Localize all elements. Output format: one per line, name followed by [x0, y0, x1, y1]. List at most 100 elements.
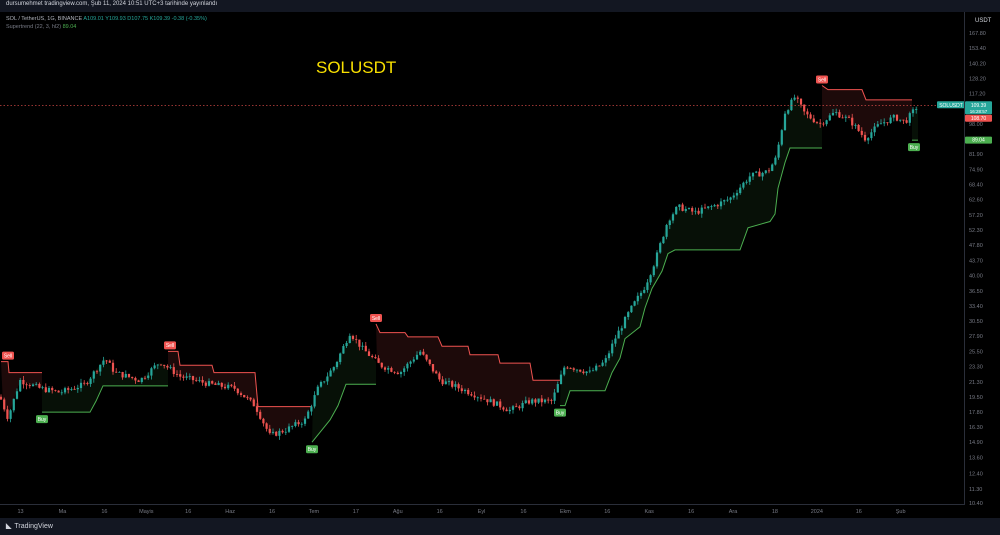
candle-body	[57, 390, 60, 393]
candle-body	[22, 379, 25, 385]
candle-body	[396, 372, 399, 375]
candle-body	[412, 359, 415, 362]
chart-legend: SOL / TetherUS, 1G, BINANCE A109.01 Y109…	[6, 15, 207, 31]
candle-body	[908, 113, 911, 123]
candle-body	[675, 206, 678, 215]
candle-body	[291, 426, 294, 427]
candle-body	[275, 431, 278, 436]
candle-body	[348, 336, 351, 343]
last-price-label: 109.39	[971, 103, 987, 109]
candle-body	[819, 122, 822, 124]
candle-body	[783, 113, 787, 131]
candle-body	[454, 384, 457, 387]
candle-body	[0, 396, 3, 400]
signal-label: Sell	[818, 77, 826, 83]
supertrend-fill	[376, 323, 560, 410]
candle-body	[70, 389, 73, 390]
candle-body	[831, 112, 835, 116]
time-tick-label: Haz	[225, 509, 235, 515]
candle-body	[521, 403, 524, 409]
candles	[0, 94, 918, 440]
candle-body	[793, 97, 796, 100]
candle-body	[787, 110, 790, 114]
time-tick-label: 16	[520, 509, 526, 515]
candle-body	[249, 397, 252, 400]
supertrend-down-line	[821, 85, 912, 101]
candle-body	[873, 126, 876, 133]
candle-body	[870, 132, 873, 139]
candle-body	[313, 395, 316, 407]
candle-body	[300, 423, 303, 425]
candle-body	[486, 399, 489, 403]
supertrend-fill	[822, 85, 912, 138]
candle-body	[127, 373, 131, 377]
candle-body	[239, 393, 243, 395]
candle-body	[143, 377, 147, 379]
candle-body	[262, 418, 265, 424]
candle-body	[195, 380, 198, 381]
time-tick-label: 16	[688, 509, 694, 515]
price-tick-label: 13.60	[969, 456, 983, 462]
candle-body	[495, 401, 499, 406]
candle-body	[566, 367, 569, 369]
footer-bar	[0, 518, 1000, 535]
candle-body	[828, 115, 831, 121]
candle-body	[393, 371, 396, 373]
candle-body	[719, 201, 723, 207]
candle-body	[527, 400, 531, 404]
candle-body	[25, 384, 28, 386]
buy-signal	[306, 445, 318, 454]
candle-body	[335, 362, 339, 368]
candle-body	[319, 381, 323, 387]
candle-body	[233, 385, 236, 389]
candle-body	[387, 368, 390, 370]
candle-body	[630, 305, 633, 313]
candle-body	[742, 182, 745, 188]
supertrend-up-line	[311, 383, 376, 443]
candle-body	[761, 172, 764, 177]
candle-body	[678, 204, 681, 207]
candle-body	[403, 368, 406, 373]
indicator-legend: Supertrend (22, 3, hl2) 89.04	[6, 23, 207, 31]
candle-body	[159, 364, 163, 366]
candle-body	[438, 373, 441, 380]
candle-body	[697, 210, 700, 214]
candle-body	[115, 371, 118, 373]
candle-body	[614, 338, 617, 344]
candle-body	[12, 398, 15, 411]
candle-body	[425, 354, 428, 360]
candle-body	[476, 397, 479, 399]
candle-body	[707, 206, 710, 208]
candle-body	[636, 295, 639, 302]
candle-body	[547, 399, 550, 401]
price-tick-label: 11.30	[969, 487, 982, 493]
candle-body	[460, 388, 463, 392]
candle-body	[617, 330, 620, 339]
candle-body	[246, 397, 249, 399]
candle-body	[345, 342, 348, 347]
candle-body	[700, 207, 703, 214]
candle-body	[534, 399, 537, 403]
time-axis: 13 Ma 16 Mayis 16 Haz 16 Tem 17 Ağu 16 Eyl 16 Ekm 16 Ka…	[18, 509, 906, 515]
time-tick-label: Ekm	[560, 509, 571, 515]
candle-body	[582, 371, 585, 374]
price-tick-label: 36.50	[969, 289, 983, 295]
candle-body	[585, 371, 588, 374]
candle-body	[905, 120, 908, 123]
candle-body	[374, 357, 377, 359]
candle-body	[668, 220, 671, 226]
candle-body	[31, 384, 35, 387]
candle-body	[659, 243, 662, 253]
candle-body	[3, 399, 6, 410]
candle-body	[559, 374, 563, 385]
candle-body	[569, 368, 572, 369]
candle-body	[841, 117, 844, 119]
candle-body	[415, 354, 419, 360]
price-tick-label: 153.40	[969, 46, 986, 52]
time-tick-label: 16	[604, 509, 610, 515]
candle-body	[867, 138, 870, 141]
candle-body	[105, 360, 108, 362]
stop-high-label: 108.70	[971, 116, 987, 122]
